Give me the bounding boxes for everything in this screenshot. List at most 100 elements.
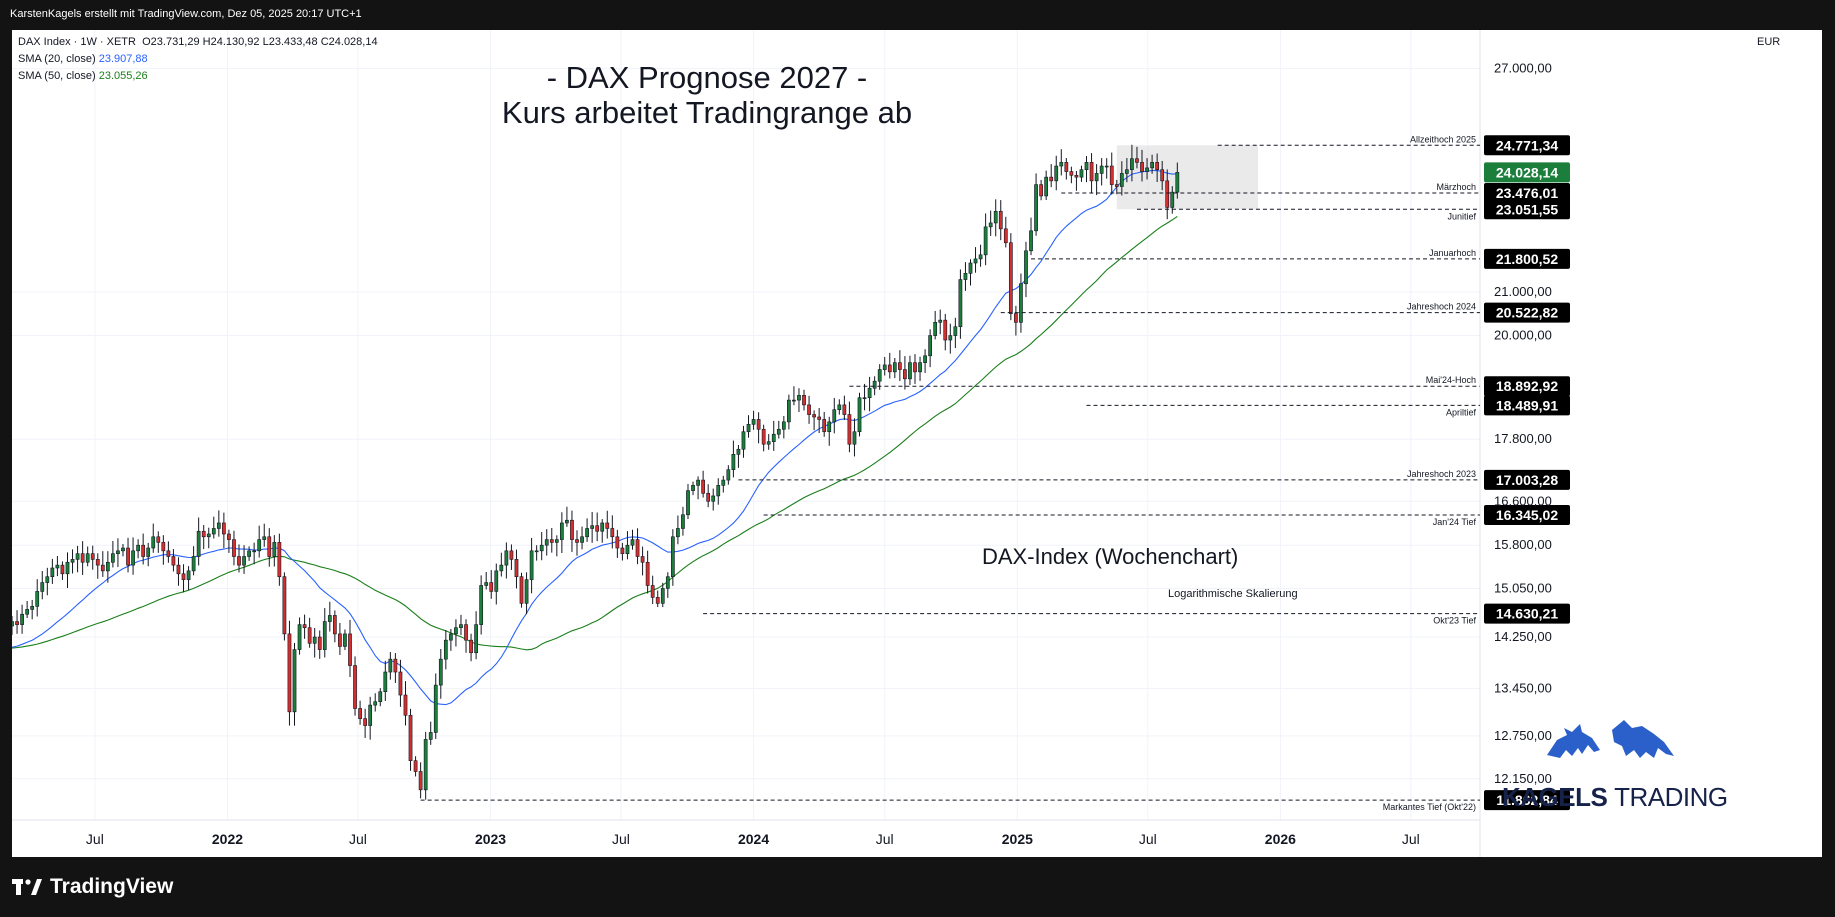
candle	[933, 310, 938, 340]
candle	[958, 269, 963, 339]
candle	[90, 545, 95, 570]
candle	[862, 383, 867, 411]
candle-body	[1170, 191, 1175, 208]
candle-body	[317, 636, 322, 650]
candle-body	[211, 528, 216, 535]
candle	[1084, 156, 1089, 183]
candle-body	[302, 624, 307, 629]
candle	[443, 630, 448, 670]
candle	[978, 244, 983, 267]
candle	[297, 617, 302, 655]
candle-body	[181, 573, 186, 580]
candle-body	[25, 609, 29, 615]
candle	[499, 552, 504, 577]
candle	[1029, 217, 1033, 256]
candle	[227, 529, 231, 553]
candle-body	[1049, 176, 1054, 182]
candle	[968, 259, 973, 286]
level-group: Jahreshoch 2023 17.003,28	[738, 469, 1570, 490]
candle	[196, 517, 201, 566]
candle-body	[676, 528, 680, 538]
candle-body	[227, 533, 231, 540]
candle	[166, 541, 171, 563]
candle	[787, 394, 791, 430]
candle	[1145, 158, 1149, 180]
candle-body	[312, 636, 317, 644]
candle-body	[1079, 169, 1084, 178]
candle-body	[282, 576, 287, 635]
candle	[438, 649, 443, 699]
candle-body	[100, 564, 105, 572]
candle-body	[938, 319, 943, 323]
level-price-label: 18.489,91	[1496, 397, 1558, 413]
level-name: Markantes Tief (Okt'22)	[1383, 802, 1476, 812]
candle-body	[897, 362, 902, 370]
candle-body	[272, 542, 277, 557]
candle	[50, 558, 55, 584]
candle	[701, 470, 705, 498]
candle	[731, 440, 736, 478]
chart-subtitle: DAX-Index (Wochenchart)	[982, 544, 1239, 569]
chart-area[interactable]: Allzeithoch 2025 24.771,34 Märzhoch 23.476,…	[12, 30, 1822, 857]
candle-body	[933, 322, 938, 336]
candle	[746, 415, 751, 438]
candle	[1114, 179, 1119, 195]
candle	[524, 572, 529, 615]
currency-label[interactable]: EUR	[1757, 36, 1781, 48]
candle-body	[1014, 313, 1018, 323]
candle	[322, 608, 327, 658]
candle-body	[887, 364, 892, 373]
candle-body	[1125, 169, 1129, 174]
candle	[544, 529, 549, 556]
candle-body	[660, 588, 665, 604]
level-price-label: 17.003,28	[1496, 472, 1558, 488]
candle-body	[484, 582, 489, 586]
candle-body	[837, 404, 842, 411]
candle	[20, 604, 24, 634]
tradingview-brand[interactable]: TradingView	[12, 872, 173, 902]
level-group: Allzeithoch 2025 24.771,34	[1217, 134, 1570, 156]
candle-body	[156, 536, 161, 543]
candle	[398, 659, 403, 707]
candle	[277, 533, 282, 586]
candle-body	[665, 576, 670, 589]
candle-body	[1099, 165, 1104, 174]
candle	[706, 484, 711, 508]
candle-body	[585, 528, 589, 538]
price-chart[interactable]: Allzeithoch 2025 24.771,34 Märzhoch 23.476,…	[12, 30, 1822, 857]
candle-body	[983, 226, 988, 256]
candle	[211, 516, 216, 539]
candle-body	[469, 639, 473, 654]
candle	[1135, 146, 1139, 169]
candle-body	[373, 701, 378, 706]
level-group: Apriltief 18.489,91	[1086, 395, 1570, 417]
candle-body	[327, 615, 332, 622]
candle-body	[842, 404, 847, 415]
level-price-tag	[1484, 302, 1570, 323]
candle	[201, 525, 206, 550]
candle	[388, 652, 393, 680]
candle-body	[443, 639, 448, 660]
candle-body	[151, 536, 156, 549]
level-group: Januarhoch 21.800,52	[1031, 248, 1570, 269]
level-name: Januarhoch	[1429, 248, 1476, 258]
candle	[983, 213, 988, 266]
candle-body	[267, 536, 272, 557]
candle	[640, 546, 645, 576]
level-price-label: 21.800,52	[1496, 251, 1558, 267]
candle-body	[731, 454, 736, 470]
candle	[766, 434, 771, 450]
candle	[847, 401, 852, 453]
candle-body	[55, 564, 60, 569]
candle-body	[978, 254, 983, 260]
level-price-tag	[1484, 603, 1570, 624]
candle	[449, 628, 453, 651]
title-line-2: Kurs arbeitet Tradingrange ab	[501, 95, 913, 130]
candle-body	[232, 539, 236, 557]
level-group: Märzhoch 23.476,01	[1061, 182, 1570, 204]
candle-body	[216, 522, 221, 529]
candle	[877, 364, 882, 390]
candle-body	[781, 421, 786, 430]
candle	[953, 317, 958, 349]
candle-body	[514, 559, 519, 578]
